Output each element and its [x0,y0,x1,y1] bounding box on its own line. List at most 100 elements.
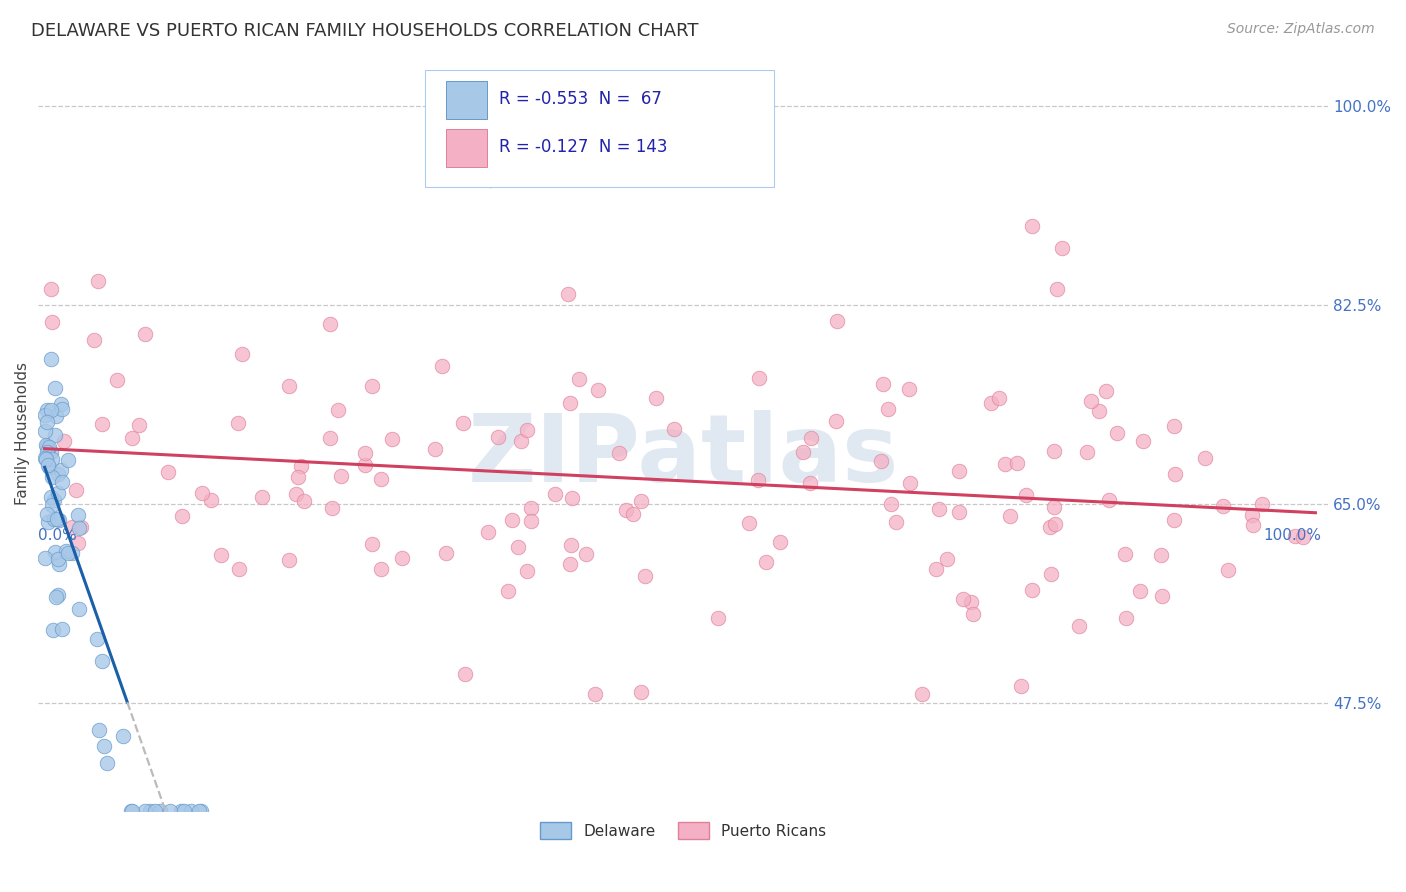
Point [328,403,350,417]
Point [980,395,1002,409]
Point [520,514,543,528]
Point [557,287,579,301]
Point [34,451,56,466]
Point [738,516,761,531]
Point [38,440,60,454]
Point [226,416,249,430]
Point [1039,566,1062,581]
Point [93,739,115,754]
Point [111,729,134,743]
Point [319,317,342,331]
Point [354,458,377,473]
Point [41,498,63,512]
FancyBboxPatch shape [446,129,488,167]
Point [46,552,69,566]
Point [391,550,413,565]
Point [544,487,567,501]
Point [962,607,984,622]
Point [70,520,93,534]
Point [35,437,58,451]
Legend: Delaware, Puerto Ricans: Delaware, Puerto Ricans [534,816,832,845]
Point [187,804,209,818]
Point [51,401,73,416]
Point [1095,384,1118,399]
Point [561,491,583,506]
Point [52,434,75,448]
Point [516,423,538,437]
Point [149,804,172,818]
Point [67,520,90,534]
Point [1163,418,1185,433]
Point [1080,394,1102,409]
Point [633,568,655,582]
Point [1115,611,1137,625]
Point [1150,548,1173,562]
Point [575,547,598,561]
Point [824,414,846,428]
Point [128,417,150,432]
Point [898,476,921,491]
Point [558,557,581,571]
Point [1114,547,1136,561]
Text: Source: ZipAtlas.com: Source: ZipAtlas.com [1227,22,1375,37]
Point [621,507,644,521]
Point [46,588,69,602]
Point [37,507,59,521]
Point [1021,582,1043,597]
Point [290,458,312,473]
Point [37,515,59,529]
Point [825,314,848,328]
Point [755,555,778,569]
Point [87,274,110,288]
Point [285,487,308,501]
Point [46,512,69,526]
Point [35,452,58,467]
Point [1163,513,1185,527]
Point [35,403,58,417]
Point [321,500,343,515]
Point [1046,282,1069,296]
Point [231,347,253,361]
Point [39,444,62,458]
Point [58,453,80,467]
Point [48,557,70,571]
Point [1021,219,1043,233]
Point [769,534,792,549]
Point [1015,488,1038,502]
Point [516,564,538,578]
Point [41,451,63,466]
Point [35,439,58,453]
Point [370,472,392,486]
Point [48,513,70,527]
Point [169,804,191,818]
Point [454,667,477,681]
Point [55,544,77,558]
Point [948,505,970,519]
Point [37,458,59,473]
Point [1039,520,1062,534]
Point [1284,529,1306,543]
Point [278,553,301,567]
Point [880,497,903,511]
Point [361,537,384,551]
Point [46,486,69,500]
Point [56,546,79,560]
Point [190,804,212,818]
Point [898,382,921,396]
Point [353,446,375,460]
Point [998,508,1021,523]
Point [430,359,453,373]
Point [1216,563,1239,577]
Point [1212,499,1234,513]
Point [478,173,501,187]
Point [278,379,301,393]
Point [1050,241,1073,255]
Point [180,804,202,818]
Point [1132,434,1154,449]
Point [506,541,529,555]
Point [1069,619,1091,633]
Point [800,431,823,445]
Point [911,687,934,701]
Point [1087,404,1109,418]
Point [49,463,72,477]
